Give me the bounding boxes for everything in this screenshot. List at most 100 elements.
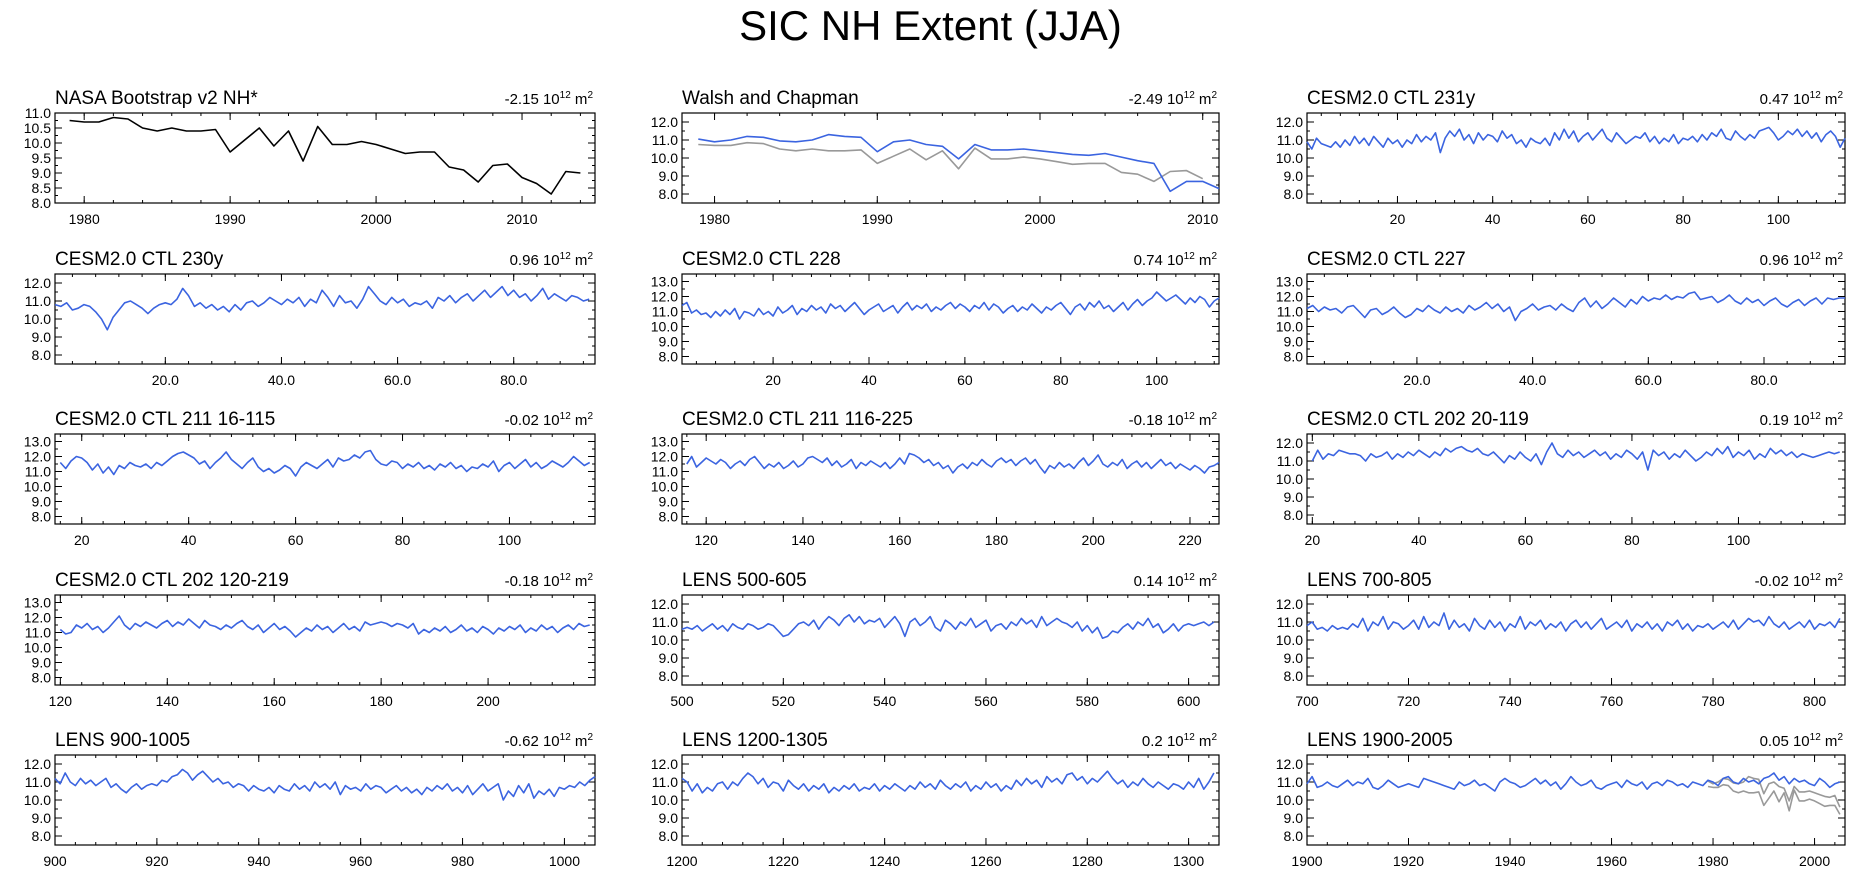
y-tick-label: 8.0 <box>659 828 679 844</box>
plot-frame <box>681 433 1220 525</box>
plot-frame <box>54 594 596 686</box>
x-tick-label: 1200 <box>666 853 697 869</box>
y-tick-label: 9.0 <box>32 329 52 345</box>
y-tick-label: 10.0 <box>1276 150 1303 166</box>
x-tick-label: 180 <box>369 693 393 709</box>
series-line-ctl-202-120-219 <box>59 615 590 638</box>
x-tick-label: 600 <box>1177 693 1201 709</box>
y-tick-label: 11.0 <box>652 614 678 630</box>
x-tick-label: 100 <box>1767 211 1791 227</box>
chart-panel-2: Walsh and Chapman -2.49 1012 m2 8.0 9.0 10.0… <box>651 88 1220 227</box>
chart-panel-9: CESM2.0 CTL 202 20-119 0.19 1012 m2 8.0 9.0… <box>1276 409 1846 548</box>
y-tick-label: 12.0 <box>651 756 678 772</box>
y-tick-label: 8.0 <box>32 195 52 211</box>
x-tick-label: 20.0 <box>1403 372 1430 388</box>
panel-title: CESM2.0 CTL 202 120-219 <box>55 570 289 591</box>
y-tick-label: 9.0 <box>1284 489 1304 505</box>
y-tick-label: 10.5 <box>24 120 51 136</box>
panel-trend: -2.15 1012 m2 <box>505 90 594 108</box>
x-tick-label: 200 <box>476 693 500 709</box>
x-tick-label: 720 <box>1397 693 1421 709</box>
y-tick-label: 8.0 <box>659 509 679 525</box>
y-tick-label: 9.0 <box>1284 810 1304 826</box>
plot-frame <box>1306 273 1846 365</box>
x-tick-label: 1990 <box>215 211 246 227</box>
x-tick-label: 20 <box>1390 211 1406 227</box>
y-tick-label: 11.0 <box>25 625 51 641</box>
x-tick-label: 1300 <box>1173 853 1204 869</box>
panel-trend: 0.74 1012 m2 <box>1134 251 1218 269</box>
x-tick-label: 120 <box>695 532 719 548</box>
x-tick-label: 20 <box>765 372 781 388</box>
chart-panel-1: NASA Bootstrap v2 NH* -2.15 1012 m2 8.08.5… <box>24 88 596 227</box>
x-tick-label: 700 <box>1295 693 1319 709</box>
x-tick-label: 160 <box>263 693 287 709</box>
x-tick-label: 40 <box>181 532 197 548</box>
plot-frame <box>54 754 596 846</box>
series-line-ctl-227 <box>1306 291 1845 322</box>
y-tick-label: 12.0 <box>651 449 678 465</box>
y-tick-label: 8.0 <box>32 670 52 686</box>
panel-trend: 0.2 1012 m2 <box>1142 732 1218 750</box>
series-line-lens-900-1005 <box>54 768 596 801</box>
plot-frame <box>681 112 1220 204</box>
y-tick-label: 11.0 <box>25 293 51 309</box>
y-tick-label: 10.0 <box>1276 632 1303 648</box>
y-tick-label: 11.0 <box>1277 614 1303 630</box>
y-tick-label: 8.0 <box>659 186 679 202</box>
y-tick-label: 9.0 <box>659 810 679 826</box>
y-tick-label: 13.0 <box>24 434 51 450</box>
series-line-ctl-228 <box>681 291 1220 320</box>
panel-title: CESM2.0 CTL 231y <box>1307 88 1476 109</box>
panel-title: LENS 1200-1305 <box>682 730 828 751</box>
panel-trend: 0.96 1012 m2 <box>510 251 594 269</box>
y-tick-label: 11.0 <box>25 105 51 121</box>
series-line-lens-1900-2005 <box>1306 772 1841 792</box>
y-tick-label: 10.0 <box>24 640 51 656</box>
x-tick-label: 140 <box>791 532 815 548</box>
x-tick-label: 2010 <box>506 211 537 227</box>
x-tick-label: 1900 <box>1291 853 1322 869</box>
y-tick-label: 8.0 <box>32 347 52 363</box>
x-tick-label: 80 <box>1053 372 1069 388</box>
series-line-nasa-bootstrap <box>69 116 581 195</box>
x-tick-label: 60 <box>288 532 304 548</box>
y-tick-label: 8.0 <box>1284 668 1304 684</box>
x-tick-label: 900 <box>43 853 67 869</box>
x-tick-label: 80.0 <box>1750 372 1777 388</box>
y-tick-label: 12.0 <box>1276 435 1303 451</box>
chart-panel-7: CESM2.0 CTL 211 16-115 -0.02 1012 m2 8.09.… <box>24 409 596 548</box>
y-tick-label: 10.0 <box>651 792 678 808</box>
x-tick-label: 1280 <box>1072 853 1103 869</box>
x-tick-label: 20.0 <box>152 372 179 388</box>
y-tick-label: 8.0 <box>1284 186 1304 202</box>
y-tick-label: 12.0 <box>651 114 678 130</box>
x-tick-label: 60 <box>1580 211 1596 227</box>
y-tick-label: 13.0 <box>24 595 51 611</box>
x-tick-label: 520 <box>772 693 796 709</box>
y-tick-label: 9.0 <box>659 494 679 510</box>
x-tick-label: 1990 <box>862 211 893 227</box>
y-tick-label: 11.0 <box>652 774 678 790</box>
x-tick-label: 1940 <box>1494 853 1525 869</box>
y-tick-label: 10.0 <box>1276 319 1303 335</box>
x-tick-label: 100 <box>1727 532 1751 548</box>
panel-title: CESM2.0 CTL 202 20-119 <box>1307 409 1529 430</box>
y-tick-label: 12.0 <box>24 756 51 772</box>
y-tick-label: 11.0 <box>652 464 678 480</box>
y-tick-label: 10.0 <box>651 632 678 648</box>
panel-trend: 0.96 1012 m2 <box>1760 251 1844 269</box>
panel-title: CESM2.0 CTL 211 116-225 <box>682 409 913 430</box>
y-tick-label: 11.0 <box>25 464 51 480</box>
y-tick-label: 8.0 <box>659 668 679 684</box>
panel-trend: -0.18 1012 m2 <box>1129 411 1218 429</box>
panel-trend: -0.02 1012 m2 <box>505 411 594 429</box>
chart-panel-3: CESM2.0 CTL 231y 0.47 1012 m2 8.0 9.0 10.0 11… <box>1276 88 1846 227</box>
x-tick-label: 100 <box>1145 372 1169 388</box>
plot-frame <box>1306 112 1846 204</box>
panel-title: LENS 700-805 <box>1307 570 1432 591</box>
y-tick-label: 12.0 <box>24 275 51 291</box>
x-tick-label: 580 <box>1076 693 1100 709</box>
x-tick-label: 1980 <box>1697 853 1728 869</box>
y-tick-label: 11.0 <box>25 774 51 790</box>
